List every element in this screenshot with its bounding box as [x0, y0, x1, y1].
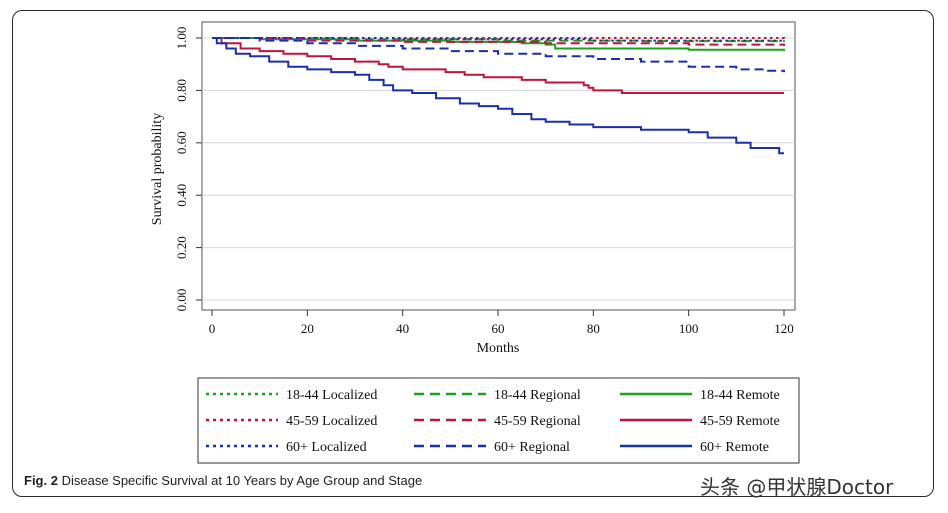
x-tick-label: 20 [301, 321, 314, 336]
x-tick-label: 100 [679, 321, 699, 336]
caption-label: Fig. 2 [24, 473, 58, 488]
x-tick-label: 80 [587, 321, 600, 336]
y-tick-label: 0.00 [174, 289, 189, 312]
y-tick-label: 0.80 [174, 79, 189, 102]
series-line-60-regional [212, 37, 785, 73]
y-tick-label: 0.20 [174, 236, 189, 259]
series-line-18-44-remote [212, 37, 785, 52]
series-lines [212, 37, 785, 155]
legend-box [197, 377, 800, 464]
series-line-60-remote [212, 37, 784, 155]
legend-label: 18-44 Regional [494, 388, 581, 403]
legend-label: 60+ Remote [700, 440, 769, 455]
legend-label: 45-59 Localized [286, 414, 377, 429]
x-axis-label: Months [477, 341, 520, 356]
y-axis: 0.00 0.20 0.40 0.60 0.80 1.00 [174, 27, 202, 312]
x-tick-label: 40 [396, 321, 409, 336]
caption-text: Disease Specific Survival at 10 Years by… [61, 473, 423, 488]
y-tick-label: 0.40 [174, 184, 189, 207]
legend-label: 60+ Regional [494, 440, 570, 455]
y-tick-label: 0.60 [174, 131, 189, 154]
legend-label: 18-44 Localized [286, 388, 377, 403]
series-line-45-59-regional [212, 37, 785, 46]
plot-area [201, 21, 796, 311]
legend: 18-44 Localized 18-44 Regional 18-44 Remot… [206, 388, 780, 455]
gridlines [202, 37, 795, 301]
legend-label: 45-59 Remote [700, 414, 780, 429]
x-tick-label: 60 [492, 321, 505, 336]
legend-label: 18-44 Remote [700, 388, 780, 403]
legend-label: 60+ Localized [286, 440, 367, 455]
x-tick-label: 0 [209, 321, 216, 336]
legend-label: 45-59 Regional [494, 414, 581, 429]
x-tick-label: 120 [774, 321, 794, 336]
watermark: 头条 @甲状腺Doctor [700, 475, 894, 499]
series-line-45-59-localized [212, 37, 785, 40]
y-tick-label: 1.00 [174, 27, 189, 50]
y-axis-label: Survival probability [150, 113, 165, 225]
figure-caption: Fig. 2 Disease Specific Survival at 10 Y… [24, 473, 422, 488]
series-line-45-59-remote [212, 37, 784, 94]
x-axis: 0 20 40 60 80 100 120 [209, 310, 794, 336]
